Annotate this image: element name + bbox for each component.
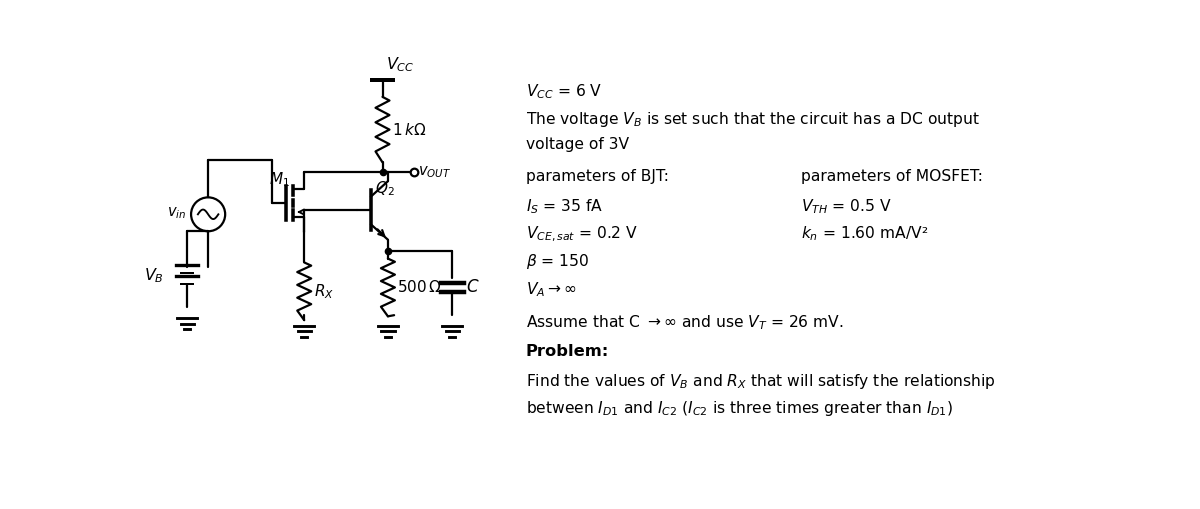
Text: The voltage $V_B$ is set such that the circuit has a DC output: The voltage $V_B$ is set such that the c…: [526, 109, 979, 129]
Text: $Q_2$: $Q_2$: [374, 180, 395, 198]
Text: between $I_{D1}$ and $I_{C2}$ ($I_{C2}$ is three times greater than $I_{D1}$): between $I_{D1}$ and $I_{C2}$ ($I_{C2}$ …: [526, 399, 953, 418]
Text: $1\,k\Omega$: $1\,k\Omega$: [391, 122, 426, 137]
Text: parameters of MOSFET:: parameters of MOSFET:: [802, 169, 983, 184]
Text: $v_{OUT}$: $v_{OUT}$: [418, 164, 451, 180]
Text: $v_{in}$: $v_{in}$: [167, 205, 186, 220]
Text: $V_{CC}$: $V_{CC}$: [386, 55, 415, 74]
Text: $C$: $C$: [466, 278, 480, 296]
Text: Find the values of $V_B$ and $R_X$ that will satisfy the relationship: Find the values of $V_B$ and $R_X$ that …: [526, 372, 996, 390]
Text: $V_B$: $V_B$: [144, 267, 164, 285]
Text: $I_S$ = 35 fA: $I_S$ = 35 fA: [526, 197, 604, 216]
Text: $\beta$ = 150: $\beta$ = 150: [526, 252, 589, 271]
Text: $500\,\Omega$: $500\,\Omega$: [397, 279, 442, 295]
Text: voltage of 3V: voltage of 3V: [526, 137, 629, 152]
Text: $V_{CE,sat}$ = 0.2 V: $V_{CE,sat}$ = 0.2 V: [526, 224, 637, 244]
Text: Problem:: Problem:: [526, 344, 610, 359]
Text: parameters of BJT:: parameters of BJT:: [526, 169, 668, 184]
Text: $R_X$: $R_X$: [313, 282, 334, 301]
Text: $V_{CC}$ = 6 V: $V_{CC}$ = 6 V: [526, 82, 602, 101]
Text: Assume that C $\rightarrow \infty$ and use $V_T$ = 26 mV.: Assume that C $\rightarrow \infty$ and u…: [526, 314, 844, 332]
Text: $V_A \rightarrow \infty$: $V_A \rightarrow \infty$: [526, 280, 577, 299]
Text: $k_n$ = 1.60 mA/V²: $k_n$ = 1.60 mA/V²: [802, 224, 929, 243]
Text: $M_1$: $M_1$: [269, 170, 290, 189]
Text: $V_{TH}$ = 0.5 V: $V_{TH}$ = 0.5 V: [802, 197, 892, 216]
